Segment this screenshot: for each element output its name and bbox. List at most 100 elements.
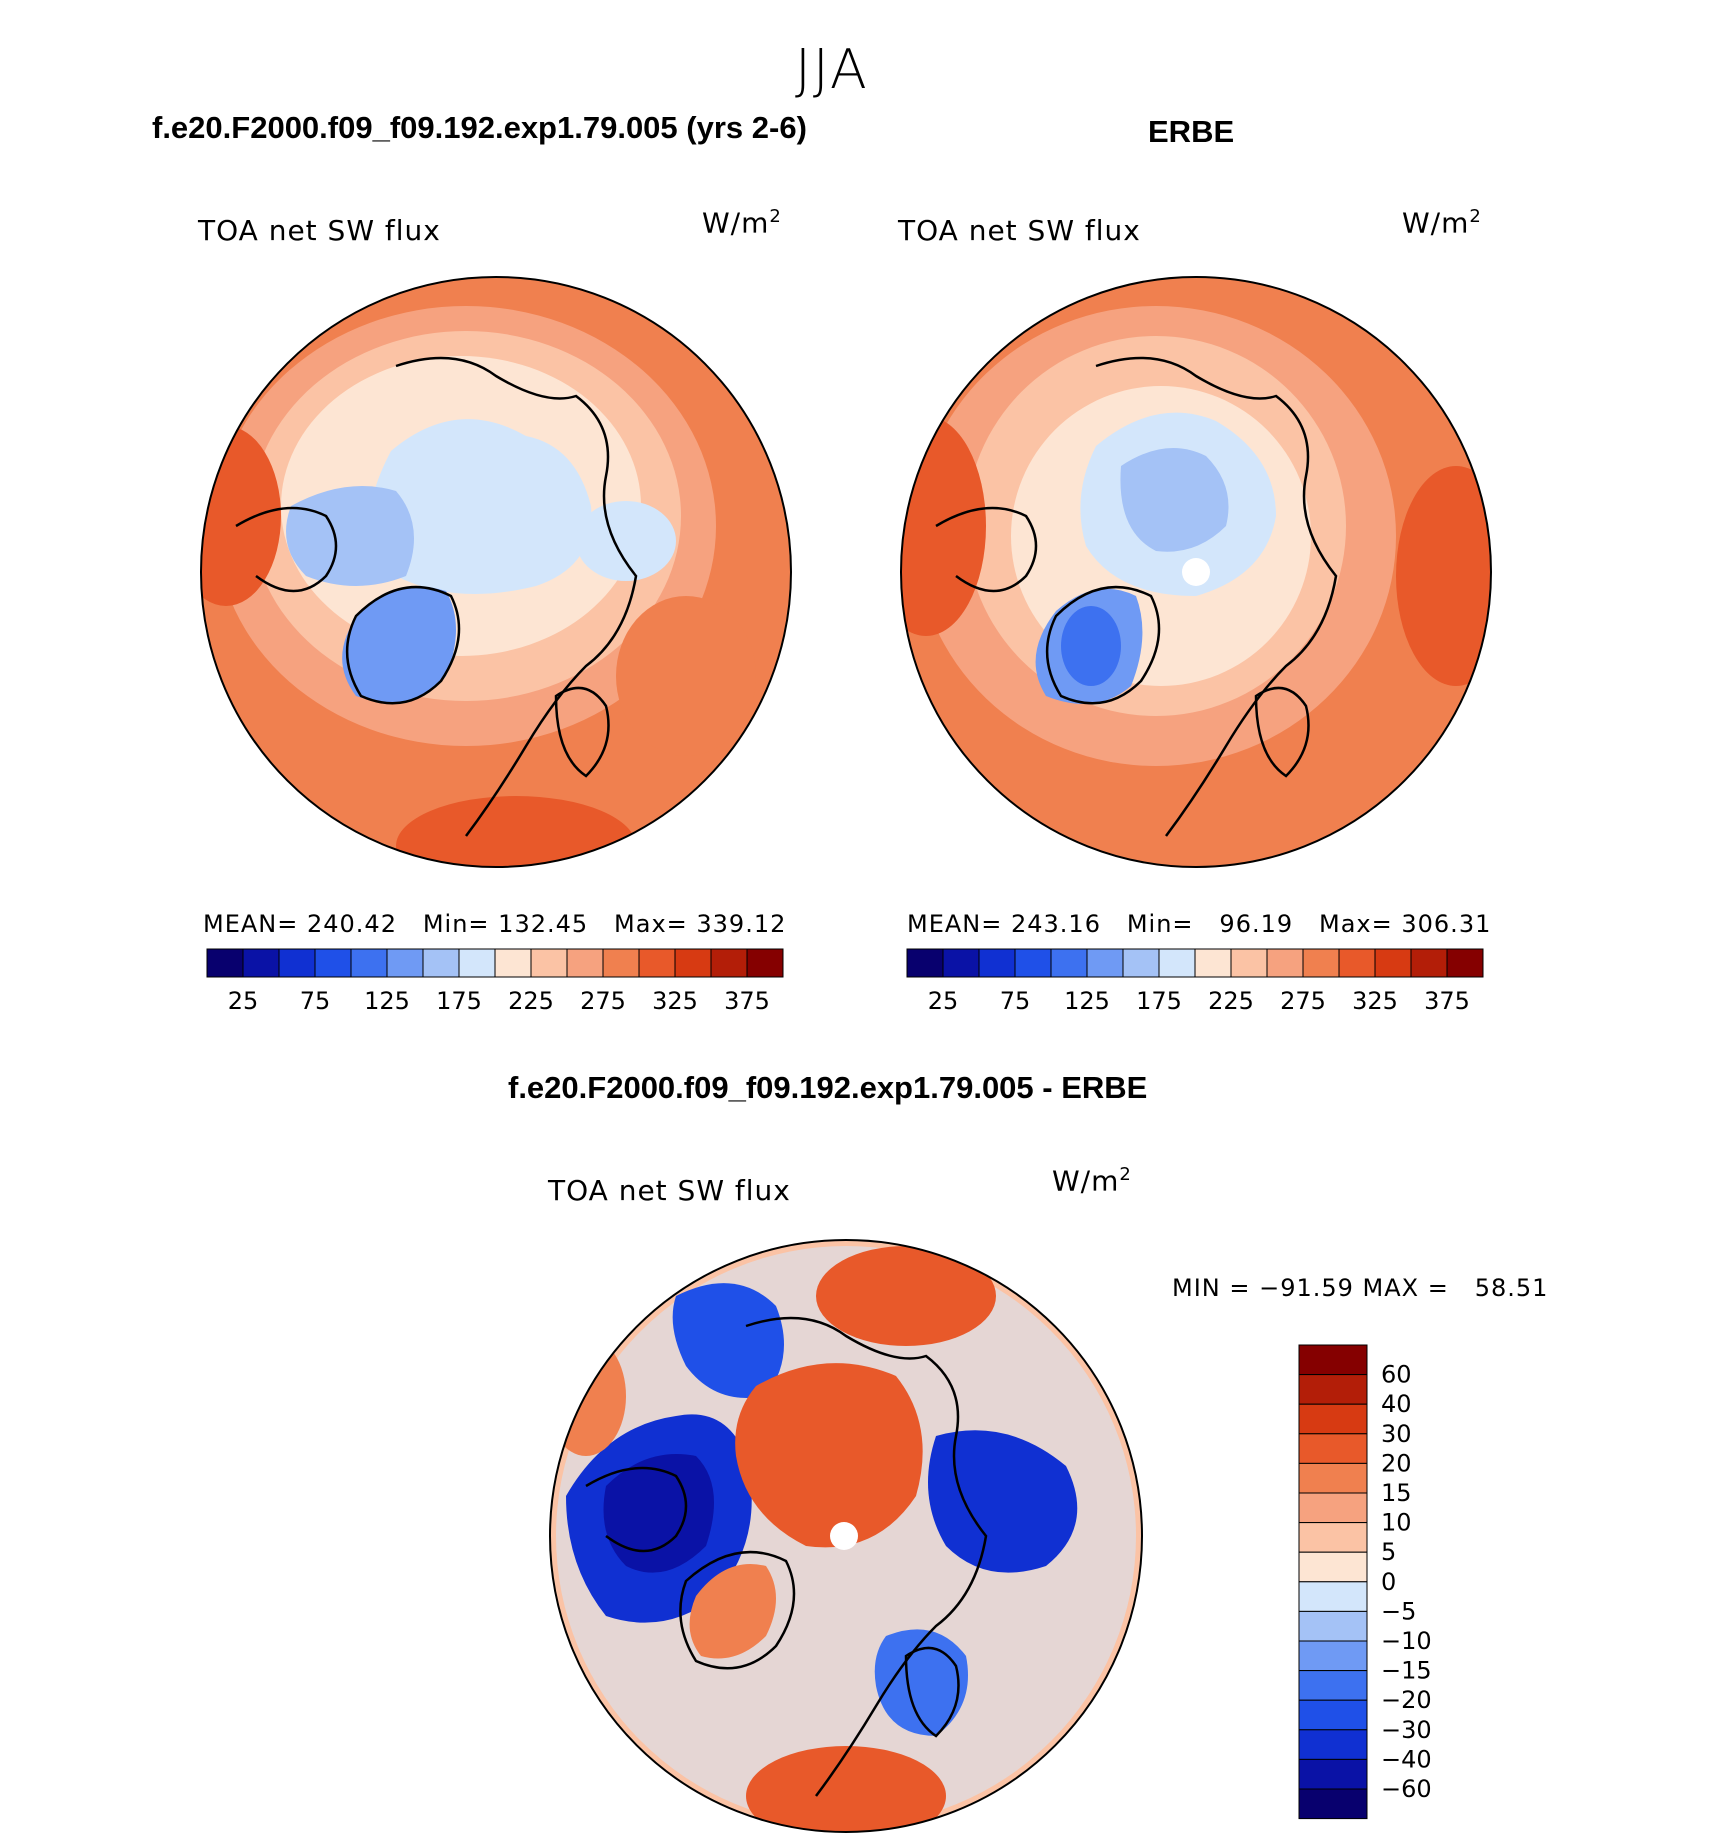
- diff-colorbar-swatch: [1298, 1758, 1368, 1790]
- obs-colorbar-swatch: [1410, 948, 1448, 978]
- obs-colorbar-swatch: [1158, 948, 1196, 978]
- model-field-greenland-low: [342, 586, 456, 703]
- obs-map: [900, 276, 1492, 868]
- obs-colorbar-tick-label: 75: [1000, 987, 1031, 1015]
- model-colorbar-tick-label: 375: [724, 987, 770, 1015]
- diff-colorbar-tick-label: 15: [1381, 1479, 1412, 1507]
- diff-field-north-neg: [672, 1283, 784, 1398]
- diff-stats: MIN = −91.59 MAX = 58.51: [1172, 1274, 1549, 1302]
- diff-field-canada-neg-core: [603, 1454, 714, 1573]
- model-colorbar-swatch: [422, 948, 460, 978]
- obs-stats: MEAN= 243.16 Min= 96.19 Max= 306.31: [907, 910, 1492, 938]
- obs-colorbar-tick-label: 25: [928, 987, 959, 1015]
- diff-colorbar-swatch: [1298, 1344, 1368, 1376]
- obs-colorbar-swatch: [1086, 948, 1124, 978]
- obs-field-east-high: [1396, 466, 1491, 686]
- obs-colorbar-tick-label: 275: [1280, 987, 1326, 1015]
- model-variable-label: TOA net SW flux: [198, 214, 441, 247]
- obs-colorbar-swatch: [1446, 948, 1484, 978]
- diff-colorbar-swatch: [1298, 1462, 1368, 1494]
- diff-colorbar-swatch: [1298, 1729, 1368, 1760]
- diff-colorbar-swatch: [1298, 1551, 1368, 1583]
- diff-coastline-scandinavia: [904, 1646, 960, 1738]
- model-coastline-greenland: [345, 585, 461, 705]
- model-colorbar-tick-label: 125: [364, 987, 410, 1015]
- model-colorbar-tick-label: 275: [580, 987, 626, 1015]
- diff-colorbar-swatch: [1298, 1699, 1368, 1731]
- diff-colorbar-tick-label: 40: [1381, 1390, 1412, 1418]
- model-colorbar-swatch: [746, 948, 784, 978]
- model-colorbar-swatch: [206, 948, 244, 978]
- obs-colorbar: 25 75 125 175 225 275 325 375: [906, 948, 1484, 1015]
- obs-colorbar-swatch: [1302, 948, 1340, 978]
- diff-colorbar-swatch: [1298, 1610, 1368, 1642]
- obs-colorbar-swatch: [1050, 948, 1088, 978]
- diff-field-north-pos: [816, 1246, 996, 1346]
- diff-field-greenland-pos: [689, 1564, 776, 1659]
- obs-field-greenland-core: [1061, 606, 1121, 686]
- diff-coastline-eurasia: [745, 1316, 988, 1797]
- diff-coastline-canada: [585, 1466, 688, 1553]
- obs-colorbar-tick-label: 225: [1208, 987, 1254, 1015]
- model-units-label: W/m2: [702, 206, 782, 239]
- diff-field-arctic-pos: [735, 1363, 923, 1548]
- diff-pole-hole: [830, 1522, 858, 1550]
- diff-colorbar-swatch: [1298, 1640, 1368, 1672]
- model-colorbar-tick-label: 175: [436, 987, 482, 1015]
- obs-colorbar-tick-label: 325: [1352, 987, 1398, 1015]
- obs-colorbar-tick-label: 375: [1424, 987, 1470, 1015]
- obs-units-label: W/m2: [1402, 206, 1482, 239]
- model-colorbar-swatch: [314, 948, 352, 978]
- model-units-text: W/m: [702, 206, 770, 240]
- obs-coastline-greenland: [1045, 585, 1161, 705]
- model-colorbar-swatch: [458, 948, 496, 978]
- diff-colorbar-swatch: [1298, 1374, 1368, 1405]
- model-colorbar-swatch: [494, 948, 532, 978]
- obs-coastline-scandinavia: [1254, 686, 1310, 778]
- diff-colorbar-swatch: [1298, 1492, 1368, 1524]
- diff-colorbar-tick-label: 60: [1381, 1361, 1412, 1389]
- model-colorbar-swatch: [278, 948, 316, 978]
- diff-colorbar-tick-label: −5: [1381, 1597, 1416, 1625]
- diff-colorbar-swatch: [1298, 1433, 1368, 1464]
- diff-colorbar-tick-label: −40: [1381, 1745, 1432, 1773]
- model-field-arctic-low: [369, 419, 592, 594]
- model-coastline-eurasia: [395, 356, 638, 837]
- obs-colorbar-swatch: [1014, 948, 1052, 978]
- diff-colorbar-tick-label: −60: [1381, 1775, 1432, 1803]
- diff-colorbar-swatch: [1298, 1788, 1368, 1820]
- model-colorbar-swatch: [710, 948, 748, 978]
- obs-field-arctic-lower: [1120, 448, 1229, 552]
- model-coastline-scandinavia: [554, 686, 610, 778]
- model-field-siberia-low: [576, 501, 676, 581]
- model-colorbar-tick-label: 25: [228, 987, 259, 1015]
- diff-units-label: W/m2: [1052, 1164, 1132, 1197]
- model-map-border: [200, 276, 792, 868]
- model-colorbar: 25 75 125 175 225 275 325 375: [206, 948, 784, 1015]
- obs-map-border: [900, 276, 1492, 868]
- model-field-europe-high: [396, 796, 636, 867]
- obs-panel-title: ERBE: [1148, 114, 1235, 149]
- model-colorbar-tick-label: 75: [300, 987, 331, 1015]
- model-colorbar-swatch: [530, 948, 568, 978]
- obs-field-west-high: [901, 416, 986, 636]
- diff-colorbar-swatch: [1298, 1670, 1368, 1701]
- model-colorbar-swatch: [638, 948, 676, 978]
- obs-coastline-eurasia: [1095, 356, 1338, 837]
- obs-colorbar-tick-label: 125: [1064, 987, 1110, 1015]
- diff-field-south-pos: [746, 1746, 946, 1832]
- diff-field-europe-neg: [874, 1629, 968, 1736]
- diff-panel-title: f.e20.F2000.f09_f09.192.exp1.79.005 - ER…: [508, 1070, 1148, 1105]
- diff-colorbar-tick-label: −15: [1381, 1657, 1432, 1685]
- model-colorbar-swatch: [566, 948, 604, 978]
- obs-colorbar-swatch: [1194, 948, 1232, 978]
- obs-units-text: W/m: [1402, 206, 1470, 240]
- model-units-exp: 2: [769, 206, 782, 227]
- diff-map: [549, 1239, 1143, 1833]
- diff-colorbar-swatch: [1298, 1403, 1368, 1435]
- diff-colorbar-swatch: [1298, 1522, 1368, 1553]
- diff-field-siberia-neg: [928, 1430, 1078, 1573]
- diff-variable-label: TOA net SW flux: [548, 1174, 791, 1207]
- model-map: [200, 276, 792, 868]
- model-colorbar-swatch: [242, 948, 280, 978]
